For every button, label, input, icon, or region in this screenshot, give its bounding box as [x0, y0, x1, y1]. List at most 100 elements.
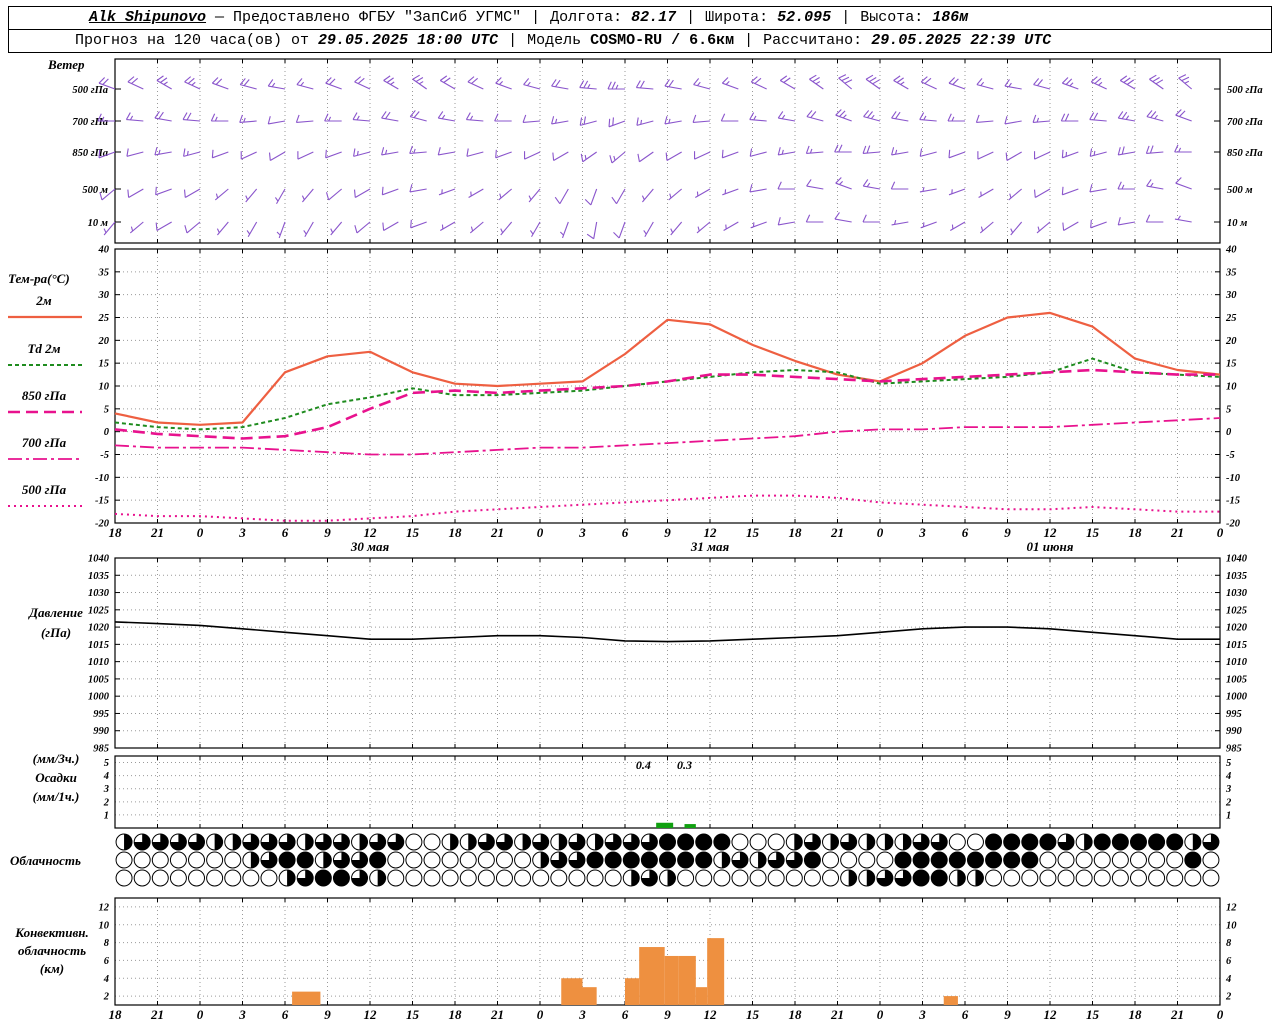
svg-text:990: 990 — [1226, 726, 1243, 737]
svg-text:Ветер: Ветер — [47, 57, 85, 72]
svg-text:10: 10 — [99, 382, 110, 393]
svg-text:21: 21 — [830, 525, 844, 540]
svg-text:1000: 1000 — [1226, 692, 1248, 703]
svg-text:2: 2 — [1225, 797, 1232, 808]
svg-text:3: 3 — [103, 784, 109, 795]
svg-text:12: 12 — [364, 1007, 378, 1021]
svg-text:20: 20 — [1225, 336, 1237, 347]
svg-text:500 м: 500 м — [82, 185, 108, 196]
svg-text:9: 9 — [664, 525, 671, 540]
svg-text:15: 15 — [746, 525, 760, 540]
separator: | — [531, 9, 541, 26]
svg-text:21: 21 — [150, 1007, 164, 1021]
separator: | — [744, 32, 754, 49]
svg-text:3: 3 — [578, 1007, 586, 1021]
svg-text:18: 18 — [789, 1007, 803, 1021]
svg-text:3: 3 — [918, 1007, 926, 1021]
svg-text:18: 18 — [1129, 525, 1143, 540]
svg-text:21: 21 — [150, 525, 164, 540]
svg-text:21: 21 — [490, 525, 504, 540]
svg-text:-5: -5 — [1226, 450, 1235, 461]
svg-text:15: 15 — [1086, 1007, 1100, 1021]
svg-text:Td 2м: Td 2м — [27, 341, 60, 356]
svg-text:5: 5 — [1226, 404, 1231, 415]
svg-text:облачность: облачность — [18, 943, 86, 958]
svg-text:10: 10 — [1226, 920, 1237, 931]
svg-text:1: 1 — [104, 810, 109, 821]
svg-text:Тем-ра(°C): Тем-ра(°C) — [8, 271, 70, 286]
svg-text:1010: 1010 — [88, 657, 110, 668]
svg-text:(км): (км) — [40, 961, 64, 976]
svg-text:35: 35 — [1225, 267, 1237, 278]
header: Alk_Shipunovo — Предоставлено ФГБУ "ЗапС… — [8, 6, 1272, 53]
svg-text:9: 9 — [1004, 1007, 1011, 1021]
svg-text:12: 12 — [99, 902, 110, 913]
svg-text:-10: -10 — [1226, 473, 1241, 484]
provider-text: — Предоставлено ФГБУ "ЗапСиб УГМС" — [215, 9, 522, 26]
svg-text:18: 18 — [1129, 1007, 1143, 1021]
svg-text:12: 12 — [1044, 525, 1058, 540]
cloudiness-panel: Облачность — [10, 833, 1220, 887]
svg-text:1030: 1030 — [1226, 588, 1248, 599]
svg-text:1025: 1025 — [1226, 605, 1247, 616]
svg-text:15: 15 — [99, 359, 110, 370]
svg-text:Облачность: Облачность — [10, 853, 81, 868]
svg-text:2: 2 — [1225, 992, 1232, 1003]
svg-text:-15: -15 — [1226, 496, 1240, 507]
svg-text:990: 990 — [93, 726, 110, 737]
svg-text:(мм/1ч.): (мм/1ч.) — [33, 789, 80, 804]
svg-text:15: 15 — [406, 525, 420, 540]
svg-text:500 гПа: 500 гПа — [22, 482, 67, 497]
svg-text:1: 1 — [1226, 810, 1231, 821]
svg-text:0: 0 — [537, 1007, 544, 1021]
svg-text:10 м: 10 м — [88, 218, 108, 229]
separator: | — [686, 9, 696, 26]
svg-text:35: 35 — [98, 267, 110, 278]
svg-text:985: 985 — [93, 744, 109, 755]
svg-text:1025: 1025 — [88, 605, 109, 616]
svg-text:6: 6 — [104, 956, 110, 967]
svg-text:25: 25 — [1225, 313, 1237, 324]
svg-text:500 гПа: 500 гПа — [72, 85, 108, 96]
svg-text:15: 15 — [1226, 359, 1237, 370]
svg-text:2: 2 — [103, 797, 110, 808]
svg-text:6: 6 — [962, 1007, 969, 1021]
svg-text:30 мая: 30 мая — [350, 539, 390, 554]
svg-text:700 гПа: 700 гПа — [1227, 117, 1263, 128]
svg-text:500 гПа: 500 гПа — [1227, 85, 1263, 96]
svg-text:30: 30 — [1225, 290, 1237, 301]
svg-text:5: 5 — [104, 404, 109, 415]
svg-text:15: 15 — [1086, 525, 1100, 540]
svg-text:12: 12 — [1226, 902, 1237, 913]
svg-text:18: 18 — [109, 1007, 123, 1021]
calc-label: Рассчитано: — [763, 32, 863, 49]
svg-text:21: 21 — [1170, 1007, 1184, 1021]
svg-text:0: 0 — [1217, 1007, 1224, 1021]
svg-text:1035: 1035 — [88, 571, 109, 582]
svg-text:995: 995 — [93, 709, 109, 720]
svg-text:-20: -20 — [1226, 519, 1241, 530]
svg-text:25: 25 — [98, 313, 110, 324]
svg-text:01 июня: 01 июня — [1027, 539, 1074, 554]
svg-text:2: 2 — [103, 992, 110, 1003]
svg-text:8: 8 — [1226, 938, 1232, 949]
svg-text:985: 985 — [1226, 744, 1242, 755]
svg-text:18: 18 — [109, 525, 123, 540]
header-row-2: Прогноз на 120 часа(ов) от 29.05.2025 18… — [9, 29, 1271, 52]
svg-text:10 м: 10 м — [1227, 218, 1247, 229]
svg-text:6: 6 — [1226, 956, 1232, 967]
svg-text:3: 3 — [578, 525, 586, 540]
svg-text:4: 4 — [1225, 974, 1231, 985]
svg-text:1030: 1030 — [88, 588, 110, 599]
svg-text:3: 3 — [1225, 784, 1231, 795]
svg-text:18: 18 — [789, 525, 803, 540]
svg-text:8: 8 — [104, 938, 110, 949]
model-value: COSMO-RU / 6.6км — [590, 32, 735, 49]
svg-text:0.4: 0.4 — [636, 758, 651, 772]
svg-text:1005: 1005 — [88, 674, 109, 685]
svg-text:1000: 1000 — [88, 692, 110, 703]
svg-text:6: 6 — [282, 525, 289, 540]
svg-text:4: 4 — [103, 974, 109, 985]
